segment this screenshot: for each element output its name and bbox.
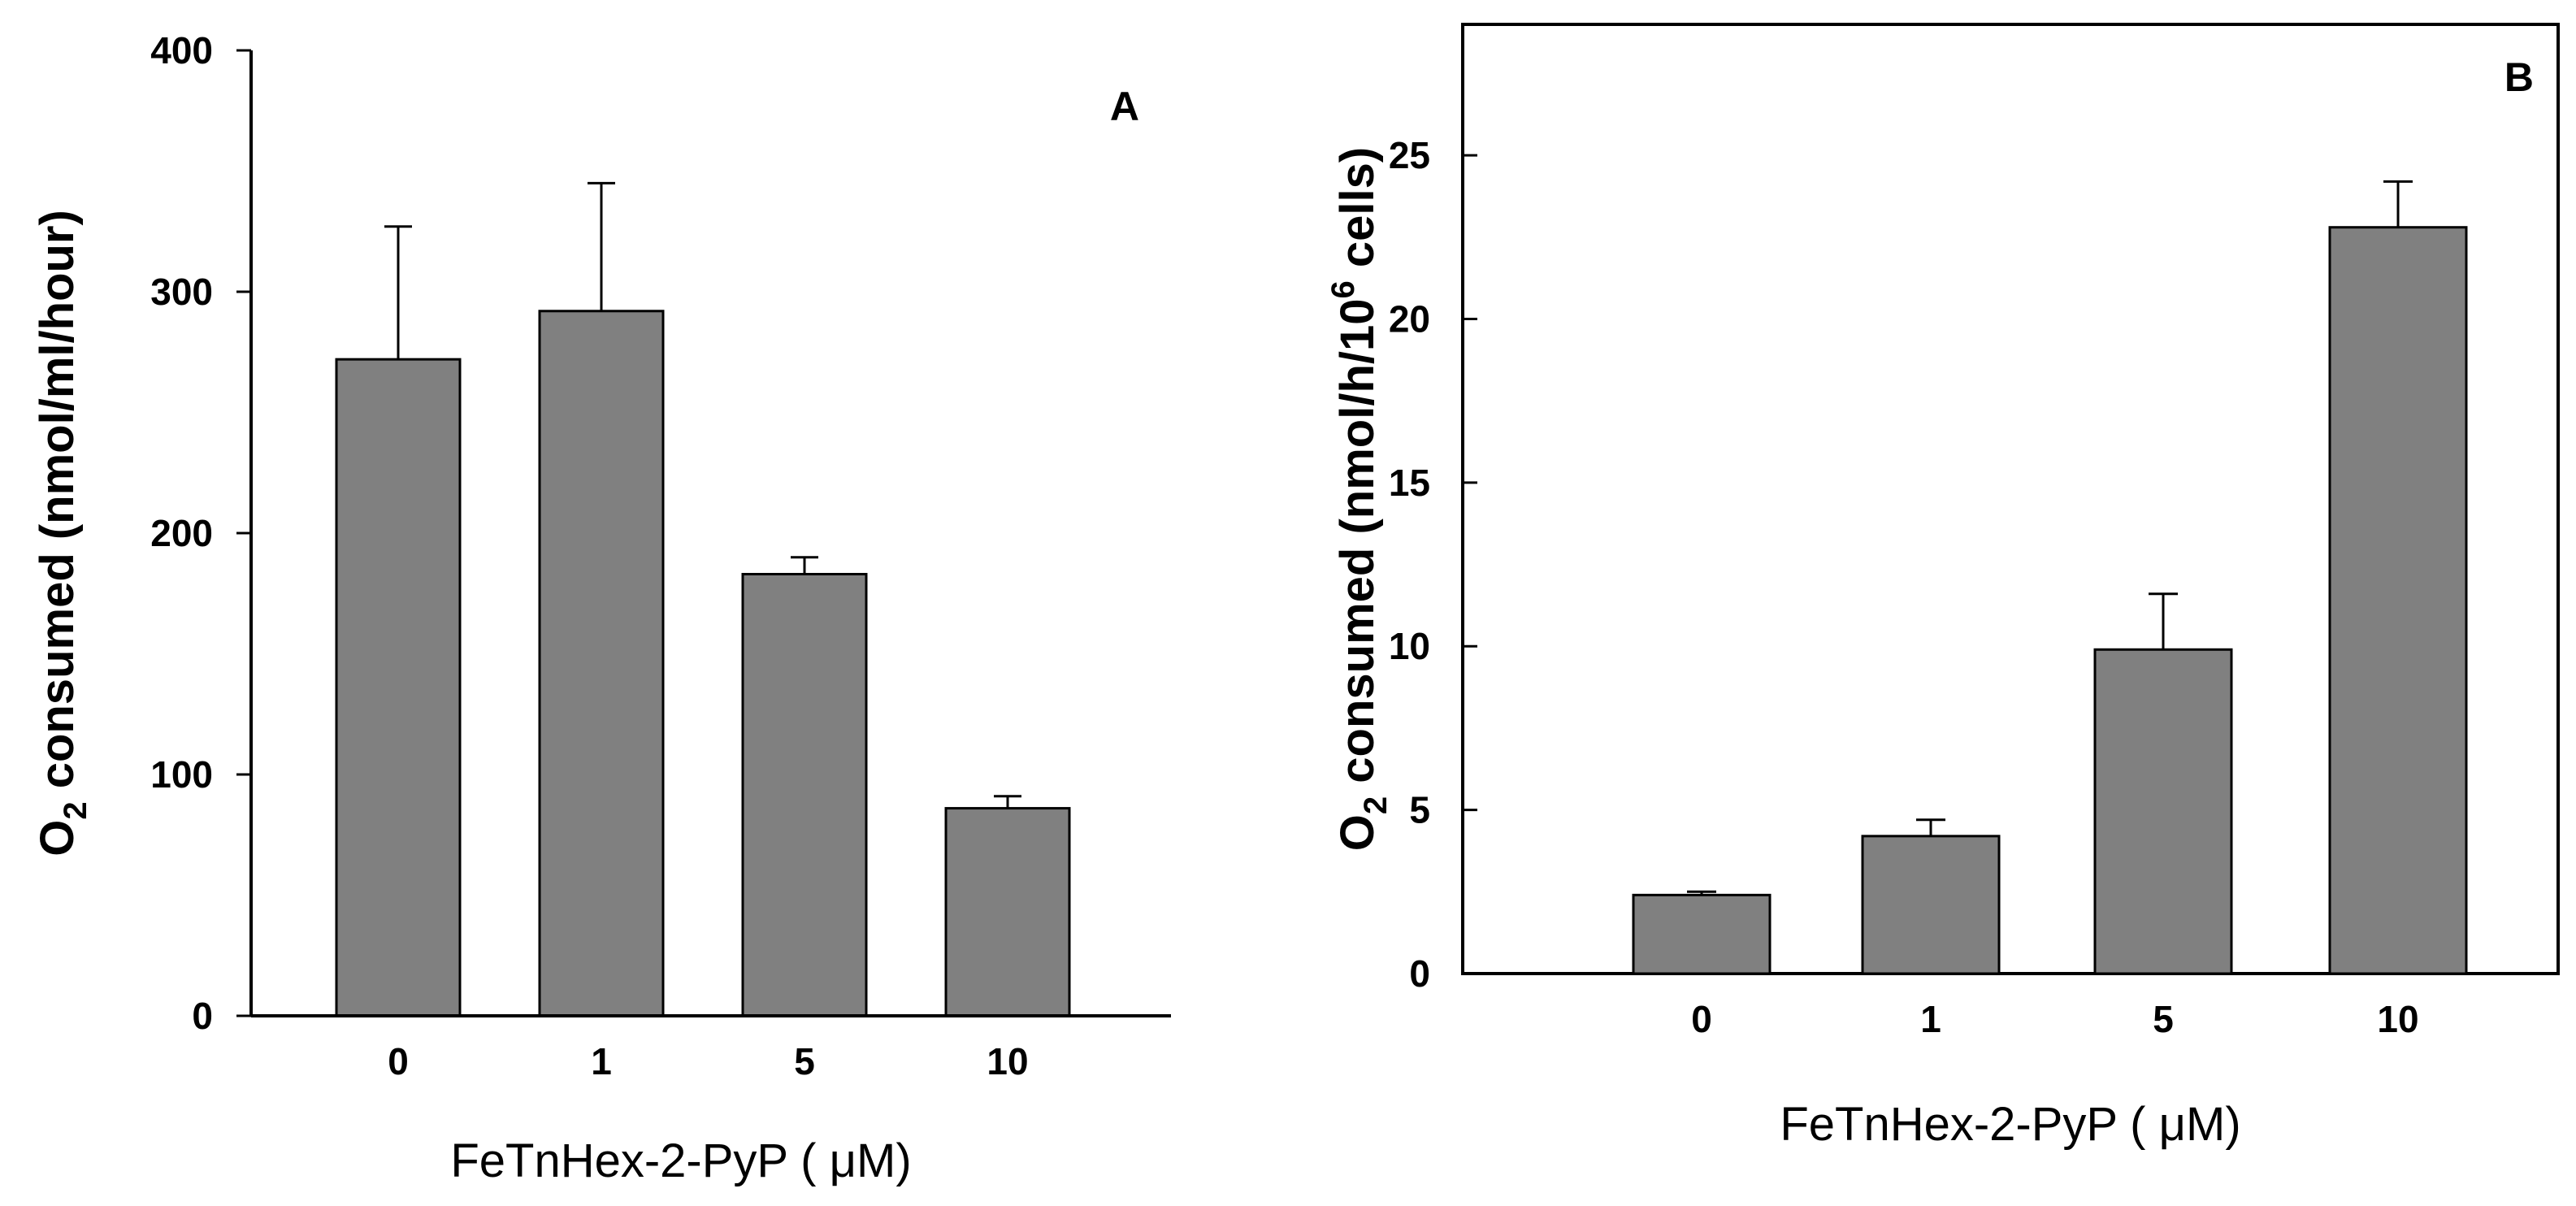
panel-a-y-tick-label: 300 [150, 271, 213, 313]
panel-a-bar-1 [538, 310, 665, 1017]
panel-a-y-tick-label: 100 [150, 753, 213, 796]
panel-a-x-axis-title: FeTnHex-2-PyP ( μM) [450, 1134, 911, 1187]
panel-b-ytitle-subscript: 2 [1358, 796, 1394, 814]
panel-b-bar-5 [2093, 648, 2233, 975]
panel-b-x-tick-label: 10 [2377, 998, 2418, 1040]
panel-a-y-tick-label: 0 [192, 995, 213, 1037]
panel-b-ytitle-prefix: O [1331, 814, 1384, 851]
panel-a-ytitle-subscript: 2 [58, 801, 93, 819]
panel-b-x-tick-label: 1 [1920, 998, 1941, 1040]
panel-b-y-tick-label: 25 [1389, 134, 1430, 176]
panel-b-y-tick-label: 20 [1389, 297, 1430, 340]
panel-a-y-tick-label: 200 [150, 512, 213, 554]
panel-b-bar-10 [2328, 226, 2468, 975]
panel-b-ytitle-suffix: consumed (nmol/h/10 [1331, 298, 1384, 796]
panel-a-x-tick-label: 5 [794, 1040, 815, 1082]
panel-a-y-tick-label: 400 [150, 29, 213, 72]
panel-b-bar-0 [1632, 893, 1772, 975]
panel-a: 0 100 200 300 400 0 1 5 10 A FeTnHex-2-PyP ( μM… [31, 29, 1171, 1187]
panel-a-label: A [1110, 84, 1139, 129]
panel-a-bar-10 [944, 807, 1071, 1017]
panel-a-ytitle-prefix: O [31, 820, 84, 857]
panel-a-x-tick-label: 0 [388, 1040, 409, 1082]
panel-b-ytitle-superscript: 6 [1325, 280, 1361, 298]
panel-b-bar-1 [1861, 835, 2001, 975]
panel-a-ytitle-suffix: consumed (nmol/ml/hour) [31, 210, 84, 801]
panel-b-ytitle-tail: cells) [1331, 147, 1384, 280]
panel-a-bar-0 [335, 358, 462, 1017]
panel-b-y-axis-title: O2 consumed (nmol/h/106 cells) [1325, 147, 1394, 851]
panel-a-x-tick-label: 10 [987, 1040, 1028, 1082]
panel-a-bar-5 [741, 572, 868, 1017]
panel-b-y-tick-label: 0 [1409, 952, 1430, 995]
panel-b-y-tick-label: 15 [1389, 462, 1430, 504]
panel-b-y-tick-label: 10 [1389, 625, 1430, 667]
panel-b-label: B [2504, 54, 2534, 100]
panel-b-x-axis-title: FeTnHex-2-PyP ( μM) [1780, 1098, 2240, 1151]
panel-a-y-axis-title: O2 consumed (nmol/ml/hour) [31, 210, 93, 857]
panel-b-x-tick-label: 0 [1691, 998, 1712, 1040]
panel-a-x-tick-label: 1 [591, 1040, 612, 1082]
panel-b-y-tick-label: 5 [1409, 789, 1430, 831]
panel-b-x-tick-label: 5 [2153, 998, 2174, 1040]
